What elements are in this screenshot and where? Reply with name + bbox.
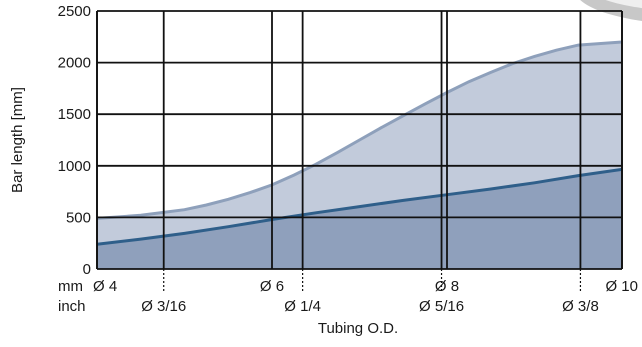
labels: Bar length [mm] Tubing O.D. mm inch 0 500…: [9, 3, 638, 337]
mm-row-label: mm: [58, 278, 83, 295]
inch-tick-label: Ø 5/16: [419, 298, 464, 315]
y-tick-label: 500: [66, 209, 91, 226]
y-tick-label: 2500: [58, 3, 91, 20]
lower-area: [97, 169, 622, 269]
upper-curve: [97, 40, 622, 220]
inch-tick-label: Ø 3/16: [141, 298, 186, 315]
y-tick-label: 1500: [58, 106, 91, 123]
mm-tick-label: Ø 8: [435, 278, 459, 295]
lower-curve: [97, 167, 622, 246]
mm-tick-label: Ø 4: [93, 278, 117, 295]
inch-tick-label: Ø 1/4: [284, 298, 321, 315]
x-axis-title: Tubing O.D.: [318, 320, 398, 337]
corner-decoration-inner: [605, 0, 642, 9]
inch-tick-label: Ø 3/8: [562, 298, 599, 315]
inch-row-label: inch: [58, 298, 86, 315]
axes: [96, 10, 623, 291]
mm-tick-label: Ø 10: [605, 278, 638, 295]
plot-area: [97, 40, 622, 269]
mm-tick-label: Ø 6: [260, 278, 284, 295]
y-tick-label: 1000: [58, 158, 91, 175]
y-axis-title: Bar length [mm]: [9, 87, 26, 193]
plot-clip-group: [97, 40, 622, 269]
y-tick-label: 2000: [58, 55, 91, 72]
y-tick-label: 0: [83, 261, 91, 278]
